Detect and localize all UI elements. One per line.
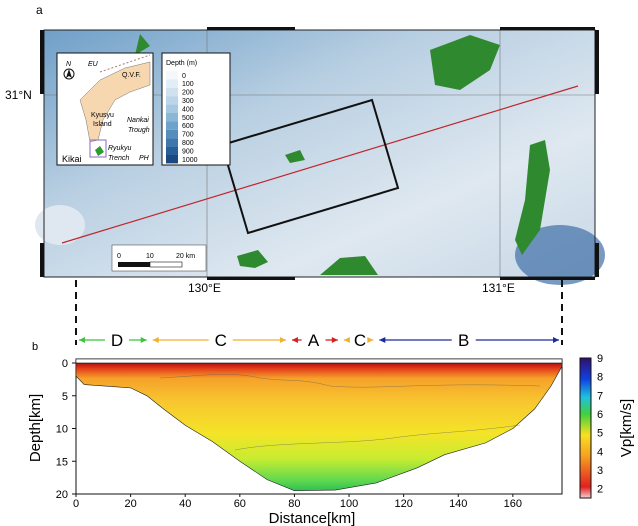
depth-level-label: 100 bbox=[182, 81, 194, 88]
depth-level-label: 0 bbox=[182, 73, 186, 80]
colorbar-tick-label: 2 bbox=[597, 484, 603, 496]
depth-swatch bbox=[166, 113, 178, 122]
depth-level-label: 600 bbox=[182, 123, 194, 130]
segment-arrowhead bbox=[152, 337, 159, 343]
depth-swatch bbox=[166, 155, 178, 164]
colorbar-tick-label: 3 bbox=[597, 465, 603, 477]
segment-arrowhead bbox=[279, 337, 286, 343]
depth-swatch bbox=[166, 71, 178, 80]
segment-label: D bbox=[111, 331, 123, 350]
depth-level-label: 500 bbox=[182, 115, 194, 122]
segment-arrowhead bbox=[343, 337, 350, 343]
depth-swatch bbox=[166, 96, 178, 105]
inset-label: N bbox=[66, 61, 72, 68]
island-north bbox=[430, 35, 500, 90]
lat-label: 31°N bbox=[5, 88, 32, 102]
segment-label: C bbox=[215, 331, 227, 350]
depth-level-label: 900 bbox=[182, 148, 194, 155]
colorbar-tick-label: 5 bbox=[597, 428, 603, 440]
depth-level-label: 700 bbox=[182, 132, 194, 139]
y-tick-label: 10 bbox=[56, 424, 68, 436]
profile-line bbox=[61, 85, 579, 244]
scale-tick-label: 20 km bbox=[176, 253, 195, 260]
depth-swatch bbox=[166, 138, 178, 147]
y-tick-label: 20 bbox=[56, 489, 68, 501]
segment-arrowhead bbox=[79, 337, 85, 343]
inset-label: Trough bbox=[128, 127, 150, 134]
island-south bbox=[237, 250, 268, 268]
depth-level-label: 200 bbox=[182, 90, 194, 97]
panel-a-label: a bbox=[36, 3, 43, 17]
x-tick-label: 80 bbox=[288, 498, 300, 510]
inset-label: Ryukyu bbox=[108, 145, 131, 152]
segment-label: A bbox=[308, 331, 320, 350]
inset-label: Trench bbox=[108, 155, 129, 162]
depth-legend-title: Depth (m) bbox=[166, 60, 197, 67]
depth-swatch bbox=[166, 79, 178, 88]
depth-level-label: 300 bbox=[182, 98, 194, 105]
segment-arrowhead bbox=[291, 337, 298, 343]
depth-swatch bbox=[166, 129, 178, 139]
lon-label-131: 131°E bbox=[482, 281, 515, 295]
inset-label: Island bbox=[93, 121, 112, 128]
segment-arrowhead bbox=[140, 337, 147, 343]
x-tick-label: 60 bbox=[234, 498, 246, 510]
segment-arrowhead bbox=[379, 337, 386, 343]
inset-label: Kikai bbox=[62, 154, 82, 164]
y-tick-label: 5 bbox=[62, 391, 68, 403]
x-tick-label: 0 bbox=[73, 498, 79, 510]
panel-b-label: b bbox=[32, 341, 38, 353]
colorbar-tick-label: 6 bbox=[597, 409, 603, 421]
depth-level-label: 800 bbox=[182, 140, 194, 147]
island-kikai-area bbox=[285, 150, 305, 163]
y-tick-label: 0 bbox=[62, 358, 68, 370]
x-axis-label: Distance[km] bbox=[269, 510, 356, 526]
colorbar-tick-label: 9 bbox=[597, 353, 603, 365]
depth-swatch bbox=[166, 104, 178, 113]
velocity-section bbox=[75, 358, 563, 495]
scale-tick-label: 0 bbox=[117, 253, 121, 260]
x-tick-label: 20 bbox=[124, 498, 136, 510]
colorbar-label: Vp[km/s] bbox=[618, 399, 635, 457]
study-area-box bbox=[220, 98, 400, 235]
segment-label: B bbox=[458, 331, 469, 350]
inset-map: N EU Q.V.F. Kyusyu Island Nankai Trough … bbox=[56, 52, 154, 166]
colorbar-tick-label: 8 bbox=[597, 372, 603, 384]
x-tick-label: 100 bbox=[340, 498, 358, 510]
segment-label: C bbox=[354, 331, 366, 350]
depth-level-label: 400 bbox=[182, 106, 194, 113]
island-south-east bbox=[320, 256, 378, 275]
depth-swatch bbox=[166, 146, 178, 155]
segment-arrowhead bbox=[553, 337, 559, 343]
colorbar-tick-label: 7 bbox=[597, 390, 603, 402]
colorbar bbox=[579, 357, 592, 499]
scale-tick-label: 10 bbox=[146, 253, 154, 260]
x-tick-label: 160 bbox=[504, 498, 522, 510]
inset-label: Nankai bbox=[127, 117, 149, 124]
scale-bar: 0 10 20 km bbox=[111, 244, 207, 272]
inset-label: Kyusyu bbox=[91, 112, 114, 119]
colorbar-tick-label: 4 bbox=[597, 446, 603, 458]
segment-arrowhead bbox=[331, 337, 338, 343]
depth-swatch bbox=[166, 121, 178, 130]
x-tick-label: 40 bbox=[179, 498, 191, 510]
inset-label: PH bbox=[139, 155, 150, 162]
x-tick-label: 120 bbox=[394, 498, 412, 510]
island-east bbox=[515, 140, 550, 255]
depth-level-label: 1000 bbox=[182, 157, 198, 164]
x-tick-label: 140 bbox=[449, 498, 467, 510]
inset-label: Q.V.F. bbox=[122, 72, 141, 79]
inset-label: EU bbox=[88, 61, 99, 68]
y-tick-label: 15 bbox=[56, 456, 68, 468]
y-axis-label: Depth[km] bbox=[27, 394, 44, 462]
north-arrow-icon bbox=[66, 69, 72, 78]
lon-label-130: 130°E bbox=[188, 281, 221, 295]
depth-swatch bbox=[166, 87, 178, 97]
segment-arrowhead bbox=[367, 337, 374, 343]
